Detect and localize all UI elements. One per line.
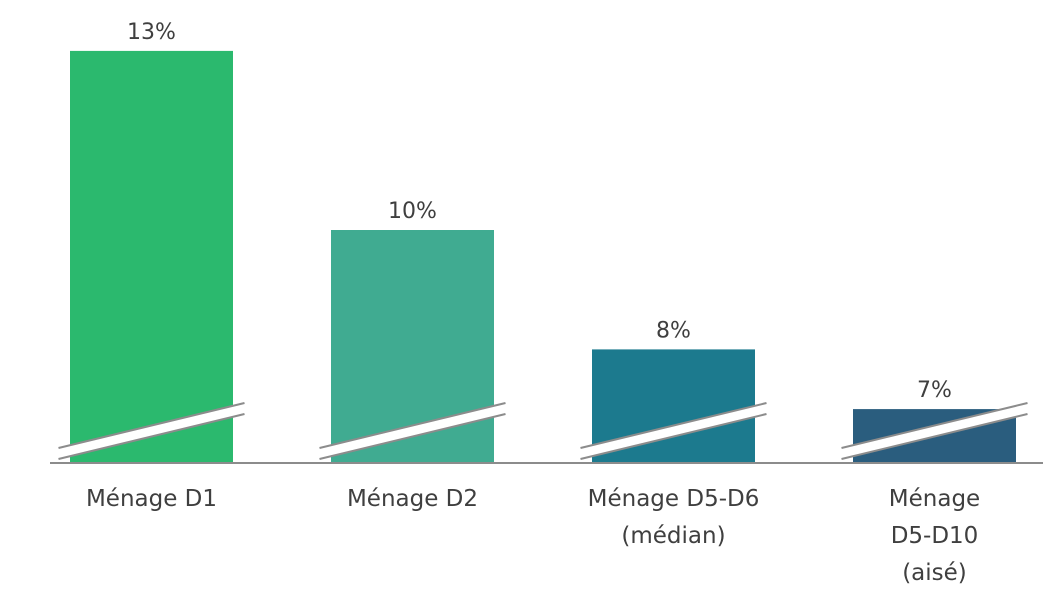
category-label-1: Ménage D1 [86,486,217,512]
value-label-4: 7% [917,378,952,403]
axis-break-line-upper-1 [58,402,245,449]
bar-1 [70,50,233,464]
axis-break-line-lower-1 [58,413,245,460]
category-label-line: Ménage D1 [86,486,217,512]
category-label-line: Ménage D2 [347,486,478,512]
axis-break-line-lower-3 [580,413,767,460]
axis-break-line-upper-2 [319,402,506,449]
axis-break-line-lower-4 [841,413,1028,460]
bars-layer [70,50,1016,464]
labels-layer: 13% Ménage D1 10% Ménage D2 8% Ménage D5-D6 (m… [86,20,980,586]
axis-break-gap-3 [580,403,767,459]
category-label-line: (aisé) [902,560,967,586]
value-label-2: 10% [388,199,437,224]
value-label-1: 13% [127,20,176,45]
axis-break-line-upper-3 [580,402,767,449]
axis-break-line-lower-2 [319,413,506,460]
category-label-3: Ménage D5-D6 (médian) [588,486,760,549]
axis-break-gap-4 [841,403,1028,459]
category-label-line: D5-D10 [891,523,979,549]
category-label-4: Ménage D5-D10 (aisé) [889,486,980,586]
category-label-2: Ménage D2 [347,486,478,512]
value-label-3: 8% [656,318,691,343]
category-label-line: Ménage [889,486,980,512]
category-label-line: (médian) [621,523,725,549]
category-label-line: Ménage D5-D6 [588,486,760,512]
axis-break-gap-1 [58,403,245,459]
axis-break-marks [58,402,1028,460]
axis-break-gap-2 [319,403,506,459]
axis-break-line-upper-4 [841,402,1028,449]
